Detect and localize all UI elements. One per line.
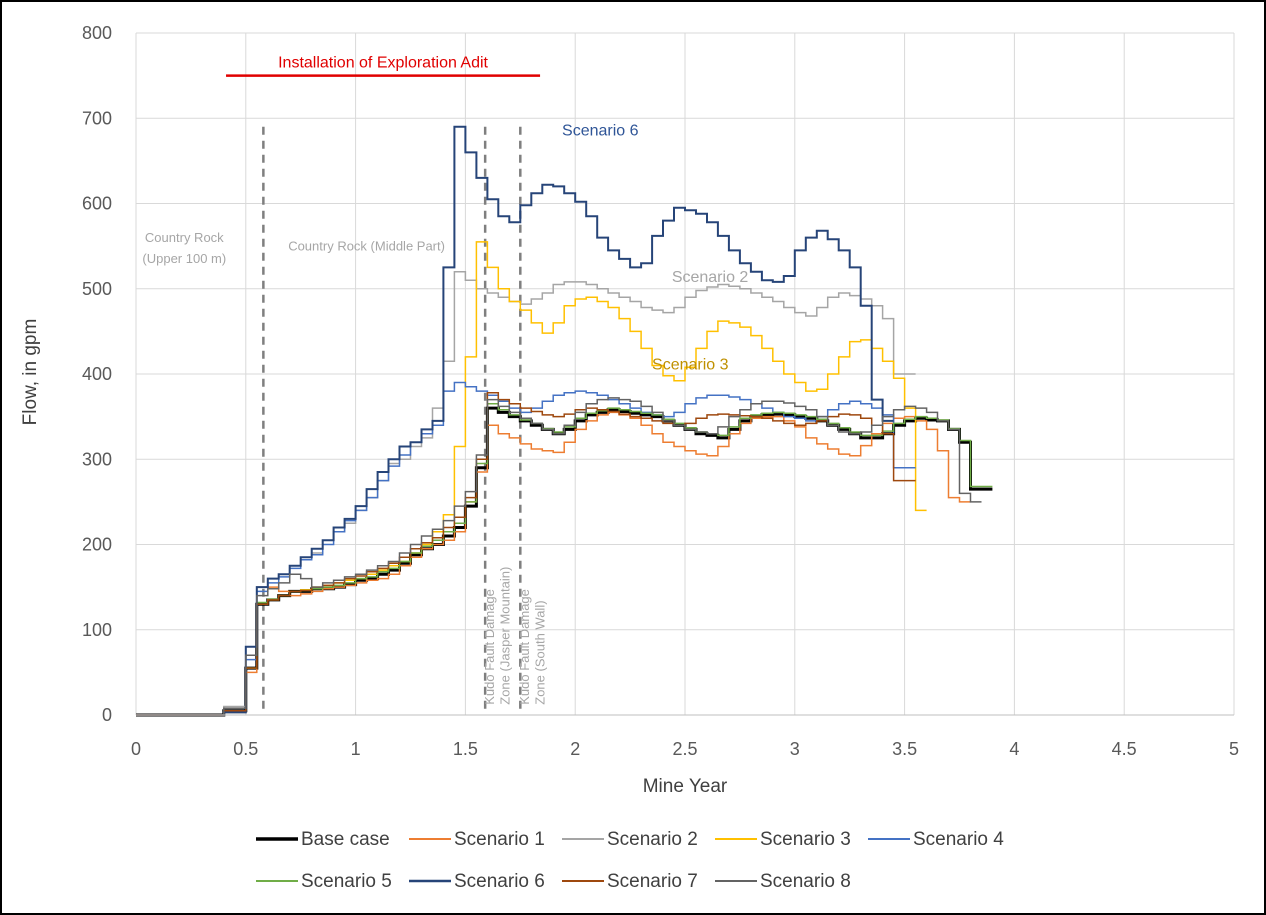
legend-item: Scenario 8 (715, 871, 851, 892)
legend-item: Base case (256, 829, 390, 850)
x-tick-label: 4.5 (1112, 739, 1137, 759)
y-tick-label: 300 (82, 449, 112, 469)
legend-item: Scenario 2 (562, 829, 698, 850)
series-annotation: Scenario 6 (562, 122, 639, 139)
zone-label: Kudo Fault Damage (482, 589, 497, 705)
y-tick-label: 600 (82, 194, 112, 214)
y-tick-label: 800 (82, 23, 112, 43)
legend-label: Base case (301, 829, 390, 850)
x-tick-label: 4 (1009, 739, 1019, 759)
legend-label: Scenario 2 (607, 829, 698, 850)
x-axis-title: Mine Year (643, 776, 728, 797)
legend-item: Scenario 5 (256, 871, 392, 892)
zone-label: Zone (South Wall) (532, 600, 547, 704)
x-tick-label: 5 (1229, 739, 1239, 759)
zone-label: Zone (Jasper Mountain) (497, 567, 512, 705)
legend-label: Scenario 6 (454, 871, 545, 892)
legend-label: Scenario 8 (760, 871, 851, 892)
series-annotation: Scenario 3 (652, 357, 729, 374)
legend-label: Scenario 5 (301, 871, 392, 892)
legend: Base case Scenario 1 Scenario 2 Scenario 3 S… (256, 829, 1004, 892)
y-tick-label: 400 (82, 364, 112, 384)
y-axis-title: Flow, in gpm (20, 319, 41, 426)
x-tick-label: 3.5 (892, 739, 917, 759)
series-line-scenario-8 (136, 397, 982, 716)
x-tick-label: 0.5 (233, 739, 258, 759)
legend-item: Scenario 1 (409, 829, 545, 850)
x-tick-label: 3 (790, 739, 800, 759)
zone-label: Country Rock (Middle Part) (288, 238, 445, 253)
legend-label: Scenario 7 (607, 871, 698, 892)
zone-label: Country Rock (145, 230, 224, 245)
series-line-scenario-1 (136, 411, 971, 716)
x-tick-label: 2.5 (672, 739, 697, 759)
y-tick-label: 200 (82, 535, 112, 555)
legend-item: Scenario 6 (409, 871, 545, 892)
x-tick-label: 0 (131, 739, 141, 759)
y-tick-label: 700 (82, 108, 112, 128)
x-tick-label: 1 (351, 739, 361, 759)
legend-item: Scenario 4 (868, 829, 1004, 850)
x-tick-label: 2 (570, 739, 580, 759)
series-annotation: Scenario 2 (672, 269, 749, 286)
zone-label: (Upper 100 m) (142, 251, 226, 266)
annotations: Installation of Exploration Adit Country … (142, 55, 748, 705)
y-tick-label: 100 (82, 620, 112, 640)
series-line-scenario-6 (136, 125, 894, 716)
x-tick-label: 1.5 (453, 739, 478, 759)
zone-label: Kudo Fault Damage (517, 589, 532, 705)
legend-item: Scenario 7 (562, 871, 698, 892)
legend-label: Scenario 1 (454, 829, 545, 850)
legend-label: Scenario 3 (760, 829, 851, 850)
y-tick-label: 0 (102, 705, 112, 725)
series-lines (136, 125, 993, 717)
legend-label: Scenario 4 (913, 829, 1004, 850)
y-tick-label: 500 (82, 279, 112, 299)
event-label: Installation of Exploration Adit (278, 55, 488, 72)
axes: 0 100 200 300 400 500 600 700 800 0 0.5 1 1.5 2 2.5 3 3.… (82, 23, 1239, 759)
legend-item: Scenario 3 (715, 829, 851, 850)
